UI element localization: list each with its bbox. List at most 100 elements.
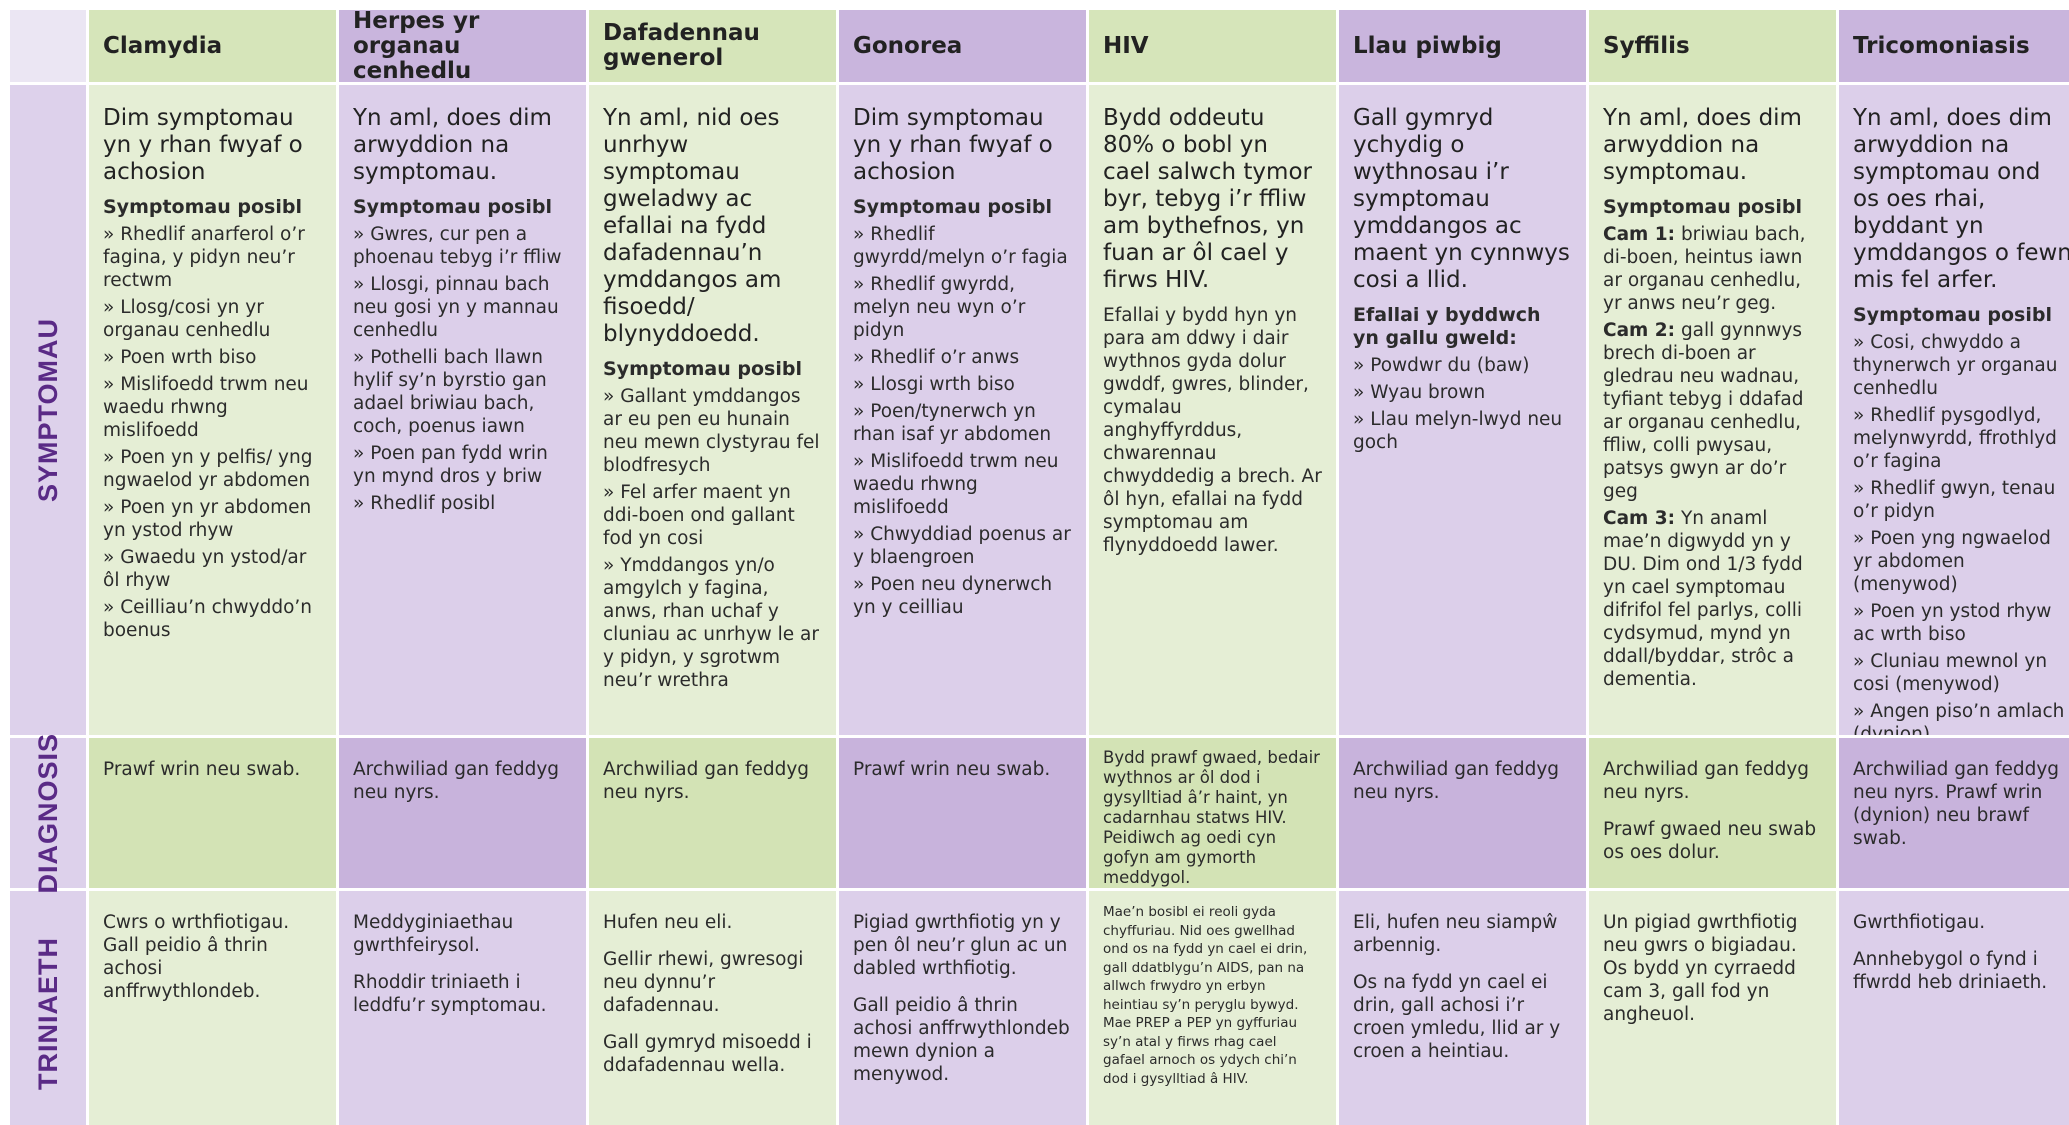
diagnosis-cell: Archwiliad gan feddyg neu nyrs. Prawf wr… <box>1839 738 2069 888</box>
symptom-item: Cam 2: gall gynnwys brech di-boen ar gle… <box>1603 319 1822 503</box>
treatment-text: Gall peidio â thrin achosi anffrwythlond… <box>853 995 1070 1085</box>
symptom-subheading: Symptomau posibl <box>103 196 302 218</box>
column-header: Llau piwbig <box>1339 10 1586 82</box>
column-header: Tricomoniasis <box>1839 10 2069 82</box>
row-label-cell: DIAGNOSIS <box>10 733 86 893</box>
symptoms-cell: Yn aml, does dim arwyddion na symptomau.… <box>1589 85 1836 735</box>
symptom-item: Cam 3: Yn anaml mae’n digwydd yn y DU. D… <box>1603 507 1822 691</box>
symptom-lead: Dim symptomau yn y rhan fwyaf o achosion <box>853 105 1053 185</box>
treatment-text: Mae’n bosibl ei reoli gyda chyffuriau. N… <box>1103 904 1308 1087</box>
symptom-item: » Cosi, chwyddo a thynerwch yr organau c… <box>1853 332 2058 399</box>
symptom-note: Efallai y bydd hyn yn para am ddwy i dai… <box>1103 305 1322 556</box>
column-header: Gonorea <box>839 10 1086 82</box>
column-header: Dafadennau gwenerol <box>589 10 836 82</box>
stage-text: gall gynnwys brech di-boen ar gledrau ne… <box>1603 320 1804 502</box>
symptom-subheading: Symptomau posibl <box>853 196 1052 218</box>
stage-label: Cam 3: <box>1603 508 1676 529</box>
symptom-lead: Yn aml, does dim arwyddion na symptomau … <box>1853 105 2069 293</box>
symptom-item: » Powdwr du (baw) <box>1353 355 1530 376</box>
symptom-lead: Yn aml, does dim arwyddion na symptomau. <box>1603 105 1802 185</box>
symptoms-cell: Yn aml, nid oes unrhyw symptomau gweladw… <box>589 85 836 735</box>
treatment-text: Rhoddir triniaeth i leddfu’r symptomau. <box>353 972 547 1016</box>
symptom-item: » Gwaedu yn ystod/ar ôl rhyw <box>103 547 307 591</box>
symptom-item: » Wyau brown <box>1353 382 1486 403</box>
symptom-subheading: Symptomau posibl <box>1853 304 2052 326</box>
symptom-item: » Chwyddiad poenus ar y blaengroen <box>853 524 1071 568</box>
symptoms-cell: Dim symptomau yn y rhan fwyaf o achosion… <box>89 85 336 735</box>
treatment-text: Hufen neu eli. <box>603 912 733 933</box>
stage-label: Cam 2: <box>1603 320 1676 341</box>
symptom-item: » Poen yn yr abdomen yn ystod rhyw <box>103 497 312 541</box>
symptom-item: » Mislifoedd trwm neu waedu rhwng mislif… <box>103 374 309 441</box>
treatment-cell: Pigiad gwrthfiotig yn y pen ôl neu’r glu… <box>839 891 1086 1125</box>
treatment-text: Annhebygol o fynd i ffwrdd heb driniaeth… <box>1853 949 2048 993</box>
symptom-item: » Llau melyn-lwyd neu goch <box>1353 409 1563 453</box>
treatment-cell: Eli, hufen neu siampŵ arbennig. Os na fyd… <box>1339 891 1586 1125</box>
symptom-subheading: Symptomau posibl <box>353 196 552 218</box>
column-header: HIV <box>1089 10 1336 82</box>
symptom-subheading: Efallai y byddwch yn gallu gweld: <box>1353 304 1541 349</box>
diagnosis-text: Bydd prawf gwaed, bedair wythnos ar ôl d… <box>1103 748 1320 887</box>
symptom-item: » Poen neu dynerwch yn y ceilliau <box>853 574 1053 618</box>
diagnosis-cell: Archwiliad gan feddyg neu nyrs. Prawf gwa… <box>1589 738 1836 888</box>
symptom-item: » Rhedlif gwyn, tenau o’r pidyn <box>1853 478 2056 522</box>
symptom-item: » Rhedlif anarferol o’r fagina, y pidyn … <box>103 224 305 291</box>
symptom-item: » Llosg/cosi yn yr organau cenhedlu <box>103 297 271 341</box>
symptom-lead: Dim symptomau yn y rhan fwyaf o achosion <box>103 105 303 185</box>
diagnosis-text: Prawf gwaed neu swab os oes dolur. <box>1603 819 1817 863</box>
symptom-item: » Poen yn ystod rhyw ac wrth biso <box>1853 601 2052 645</box>
treatment-text: Os na fydd yn cael ei drin, gall achosi … <box>1353 972 1561 1062</box>
symptom-subheading: Symptomau posibl <box>603 358 802 380</box>
symptom-item: » Llosgi wrth biso <box>853 374 1015 395</box>
symptom-item: » Cluniau mewnol yn cosi (menywod) <box>1853 651 2048 695</box>
treatment-text: Un pigiad gwrthfiotig neu gwrs o bigiada… <box>1603 912 1798 1025</box>
symptom-item: » Rhedlif pysgodlyd, melynwyrdd, ffrothl… <box>1853 405 2057 472</box>
diagnosis-cell: Prawf wrin neu swab. <box>89 738 336 888</box>
treatment-text: Gellir rhewi, gwresogi neu dynnu’r dafad… <box>603 949 804 1016</box>
treatment-cell: Un pigiad gwrthfiotig neu gwrs o bigiada… <box>1589 891 1836 1125</box>
symptom-lead: Bydd oddeutu 80% o bobl yn cael salwch t… <box>1103 105 1312 293</box>
symptom-item: » Ceilliau’n chwyddo’n boenus <box>103 597 312 641</box>
symptom-item: » Gallant ymddangos ar eu pen eu hunain … <box>603 386 820 476</box>
symptom-item: » Poen yn y pelfis/ yng ngwaelod yr abdo… <box>103 447 313 491</box>
symptom-lead: Yn aml, does dim arwyddion na symptomau. <box>353 105 552 185</box>
stage-text: briwiau bach, di-boen, heintus iawn ar o… <box>1603 224 1806 314</box>
diagnosis-text: Prawf wrin neu swab. <box>103 759 301 780</box>
symptom-item: » Rhedlif posibl <box>353 493 496 514</box>
symptom-item: » Mislifoedd trwm neu waedu rhwng mislif… <box>853 451 1059 518</box>
diagnosis-text: Archwiliad gan feddyg neu nyrs. <box>1603 759 1810 803</box>
symptom-item: » Rhedlif o’r anws <box>853 347 1020 368</box>
treatment-text: Pigiad gwrthfiotig yn y pen ôl neu’r glu… <box>853 912 1068 979</box>
symptom-item: » Poen pan fydd wrin yn mynd dros y briw <box>353 443 548 487</box>
corner <box>10 10 86 82</box>
treatment-text: Eli, hufen neu siampŵ arbennig. <box>1353 912 1558 956</box>
treatment-cell: Gwrthfiotigau. Annhebygol o fynd i ffwrdd… <box>1839 891 2069 1125</box>
diagnosis-cell: Archwiliad gan feddyg neu nyrs. <box>589 738 836 888</box>
symptom-item: » Rhedlif gwyrdd/melyn o’r fagia <box>853 224 1068 268</box>
stage-text: Yn anaml mae’n digwydd yn y DU. Dim ond … <box>1603 508 1803 690</box>
symptom-item: » Pothelli bach llawn hylif sy’n byrstio… <box>353 347 547 437</box>
diagnosis-text: Archwiliad gan feddyg neu nyrs. <box>353 759 560 803</box>
symptom-item: » Poen yng ngwaelod yr abdomen (menywod) <box>1853 528 2051 595</box>
column-header: Clamydia <box>89 10 336 82</box>
symptom-subheading: Symptomau posibl <box>1603 196 1802 218</box>
symptoms-cell: Yn aml, does dim arwyddion na symptomau … <box>1839 85 2069 735</box>
treatment-cell: Meddyginiaethau gwrthfeirysol. Rhoddir tr… <box>339 891 586 1125</box>
symptom-item: » Rhedlif gwyrdd, melyn neu wyn o’r pidy… <box>853 274 1026 341</box>
row-label: SYMPTOMAU <box>32 317 63 502</box>
symptom-item: » Llosgi, pinnau bach neu gosi yn y mann… <box>353 274 559 341</box>
row-label: TRINIAETH <box>32 937 63 1090</box>
diagnosis-text: Archwiliad gan feddyg neu nyrs. <box>603 759 810 803</box>
treatment-cell: Hufen neu eli. Gellir rhewi, gwresogi neu… <box>589 891 836 1125</box>
treatment-cell: Cwrs o wrthfiotigau. Gall peidio â thrin… <box>89 891 336 1125</box>
diagnosis-text: Prawf wrin neu swab. <box>853 759 1051 780</box>
diagnosis-cell: Bydd prawf gwaed, bedair wythnos ar ôl d… <box>1089 738 1336 888</box>
row-label-cell: SYMPTOMAU <box>10 85 86 735</box>
diagnosis-cell: Archwiliad gan feddyg neu nyrs. <box>1339 738 1586 888</box>
symptoms-cell: Gall gymryd ychydig o wythnosau i’r symp… <box>1339 85 1586 735</box>
treatment-text: Gall gymryd misoedd i ddafadennau wella. <box>603 1032 812 1076</box>
row-label: DIAGNOSIS <box>32 732 63 894</box>
symptoms-cell: Yn aml, does dim arwyddion na symptomau.… <box>339 85 586 735</box>
treatment-text: Cwrs o wrthfiotigau. Gall peidio â thrin… <box>103 912 290 1002</box>
